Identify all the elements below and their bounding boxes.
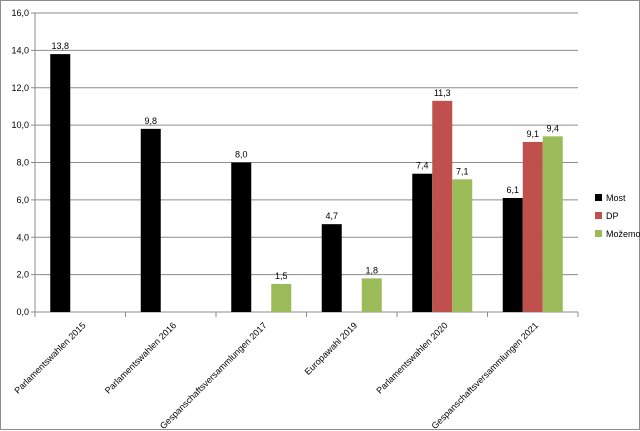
data-label: 11,3 xyxy=(434,88,451,98)
bar-mo-emo-2 xyxy=(271,283,292,312)
data-label: 9,8 xyxy=(144,116,157,126)
bar-mo-emo-3 xyxy=(361,278,382,312)
y-tick-label: 12,0 xyxy=(11,83,29,93)
bar-most-0 xyxy=(50,54,71,313)
category-label: Gespanschaftsversammlungen 2017 xyxy=(158,320,269,431)
bar-most-2 xyxy=(231,162,252,312)
y-tick-label: 8,0 xyxy=(16,158,29,168)
bar-dp-5 xyxy=(522,141,543,312)
data-label: 1,8 xyxy=(365,265,378,275)
data-label: 7,4 xyxy=(416,161,429,171)
data-label: 7,1 xyxy=(456,166,469,176)
bar-mo-emo-4 xyxy=(452,179,473,312)
bars xyxy=(50,54,563,313)
bar-most-3 xyxy=(321,224,342,312)
legend-label: DP xyxy=(606,211,619,221)
data-label: 1,5 xyxy=(275,271,288,281)
data-label: 6,1 xyxy=(506,185,519,195)
gridlines xyxy=(35,12,578,276)
legend-label: Most xyxy=(606,193,626,203)
y-tick-label: 0,0 xyxy=(16,307,29,317)
legend-swatch xyxy=(595,194,602,201)
legend-swatch xyxy=(595,212,602,219)
y-tick-label: 10,0 xyxy=(11,120,29,130)
data-label: 8,0 xyxy=(235,150,248,160)
bar-most-4 xyxy=(412,173,433,312)
legend-label: Možemo xyxy=(606,229,640,239)
category-label: Gespanschaftsversammlungen 2021 xyxy=(429,320,540,431)
data-label: 9,1 xyxy=(526,129,539,139)
bar-dp-4 xyxy=(432,100,453,312)
category-label: Parlamentswahlen 2020 xyxy=(374,320,449,395)
legend: Most DP Možemo xyxy=(595,193,640,239)
axes: 0,0 2,0 4,0 6,0 8,0 10,0 12,0 14,0 16,0 xyxy=(11,8,579,317)
category-labels: Parlamentswahlen 2015 Parlamentswahlen 20… xyxy=(12,320,540,431)
data-label: 13,8 xyxy=(51,41,69,51)
bar-most-1 xyxy=(140,128,161,312)
data-labels: 13,8 9,8 8,0 1,5 4,7 1,8 7,4 11,3 7,1 6,1 9,1 9,4 xyxy=(51,41,559,281)
y-tick-label: 2,0 xyxy=(16,270,29,280)
bar-most-5 xyxy=(502,198,523,312)
y-tick-label: 4,0 xyxy=(16,232,29,242)
bar-mo-emo-5 xyxy=(542,136,563,312)
y-tick-label: 16,0 xyxy=(11,8,29,18)
y-tick-label: 14,0 xyxy=(11,45,29,55)
y-tick-label: 6,0 xyxy=(16,195,29,205)
category-label: Parlamentswahlen 2015 xyxy=(12,320,87,395)
data-label: 4,7 xyxy=(325,211,338,221)
data-label: 9,4 xyxy=(546,123,559,133)
category-label: Parlamentswahlen 2016 xyxy=(103,320,178,395)
category-label: Europawahl 2019 xyxy=(303,320,360,377)
legend-swatch xyxy=(595,230,602,237)
